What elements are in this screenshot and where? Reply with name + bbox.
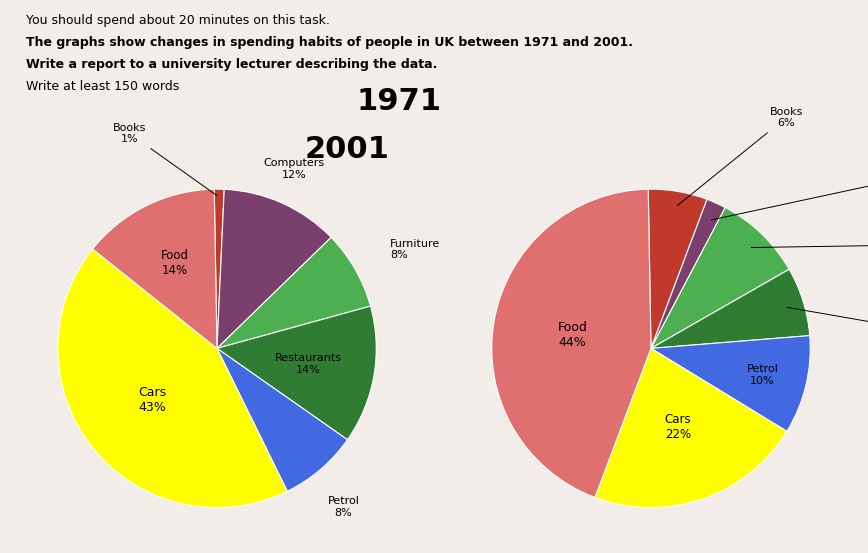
Wedge shape [217, 306, 376, 440]
Text: Computers
2%: Computers 2% [711, 163, 868, 220]
Text: Restaurants
7%: Restaurants 7% [787, 307, 868, 343]
Text: The graphs show changes in spending habits of people in UK between 1971 and 2001: The graphs show changes in spending habi… [26, 36, 633, 49]
Wedge shape [214, 189, 224, 348]
Wedge shape [651, 207, 789, 348]
Text: Petrol
10%: Petrol 10% [746, 364, 779, 386]
Wedge shape [217, 189, 332, 348]
Wedge shape [651, 199, 726, 348]
Wedge shape [651, 336, 810, 431]
Text: Furniture
9%: Furniture 9% [751, 234, 868, 255]
Wedge shape [651, 269, 810, 348]
Text: Computers
12%: Computers 12% [264, 158, 325, 180]
Wedge shape [492, 189, 651, 498]
Text: 2001: 2001 [305, 135, 390, 164]
Text: Books
1%: Books 1% [113, 123, 217, 196]
Text: Food
14%: Food 14% [161, 249, 189, 276]
Wedge shape [58, 249, 287, 508]
Text: Cars
43%: Cars 43% [138, 387, 167, 414]
Text: Write at least 150 words: Write at least 150 words [26, 80, 180, 93]
Wedge shape [217, 348, 347, 491]
Wedge shape [93, 189, 217, 348]
Text: 1971: 1971 [357, 87, 441, 116]
Text: You should spend about 20 minutes on this task.: You should spend about 20 minutes on thi… [26, 14, 330, 27]
Wedge shape [595, 348, 787, 508]
Text: Restaurants
14%: Restaurants 14% [274, 353, 341, 375]
Text: Write a report to a university lecturer describing the data.: Write a report to a university lecturer … [26, 58, 437, 71]
Text: Petrol
8%: Petrol 8% [327, 496, 359, 518]
Wedge shape [648, 189, 707, 348]
Text: Cars
22%: Cars 22% [665, 413, 691, 441]
Text: Food
44%: Food 44% [557, 321, 588, 349]
Text: Furniture
8%: Furniture 8% [390, 239, 440, 260]
Text: Books
6%: Books 6% [678, 107, 803, 205]
Wedge shape [217, 237, 371, 348]
